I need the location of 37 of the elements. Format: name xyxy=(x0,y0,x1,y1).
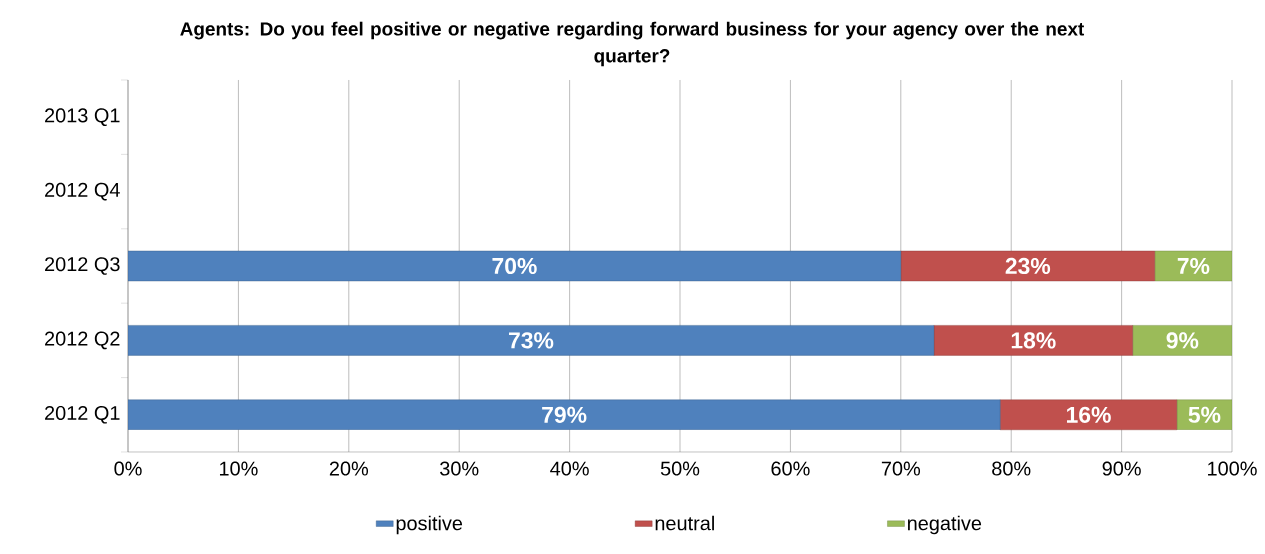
chart-title: Agents: Do you feel positive or negative regarding forward business for your agency over the next quarter? xyxy=(180,21,1085,67)
data-label: 79% xyxy=(542,406,587,423)
y-tick-label: 2013 Q1 xyxy=(45,108,120,127)
data-label: 7% xyxy=(1177,257,1210,275)
x-tick-label: 60% xyxy=(771,461,810,476)
bar xyxy=(999,399,1178,430)
y-tick-label: 2012 Q4 xyxy=(45,182,120,201)
x-tick-label: 40% xyxy=(550,461,589,476)
bar xyxy=(128,325,935,356)
legend-label: negative xyxy=(908,515,982,535)
data-label: 18% xyxy=(1011,332,1056,349)
legend-label: positive xyxy=(396,515,463,535)
bar xyxy=(1154,250,1233,282)
data-label: 73% xyxy=(509,332,554,349)
bar xyxy=(128,250,902,282)
y-tick-label: 2012 Q3 xyxy=(45,257,120,275)
x-tick-label: 0% xyxy=(114,461,142,476)
bar xyxy=(933,325,1133,356)
y-tick-label: 2012 Q1 xyxy=(45,405,120,424)
x-tick-label: 80% xyxy=(992,461,1031,476)
data-label: 16% xyxy=(1067,406,1111,423)
data-label: 5% xyxy=(1188,406,1221,423)
y-tick-label: 2012 Q2 xyxy=(45,331,120,350)
data-label: 70% xyxy=(492,257,537,275)
x-tick-label: 50% xyxy=(660,461,700,476)
bar xyxy=(900,250,1155,282)
data-label: 9% xyxy=(1166,332,1199,349)
x-tick-label: 70% xyxy=(881,461,921,476)
legend-label: neutral xyxy=(655,515,714,531)
data-label: 23% xyxy=(1005,257,1051,275)
x-tick-label: 100% xyxy=(1208,461,1257,476)
x-tick-label: 90% xyxy=(1102,461,1141,476)
x-tick-label: 10% xyxy=(219,461,258,476)
x-tick-label: 20% xyxy=(329,461,369,476)
x-tick-label: 30% xyxy=(440,461,479,476)
bar xyxy=(1132,325,1233,356)
bar xyxy=(128,399,1001,430)
